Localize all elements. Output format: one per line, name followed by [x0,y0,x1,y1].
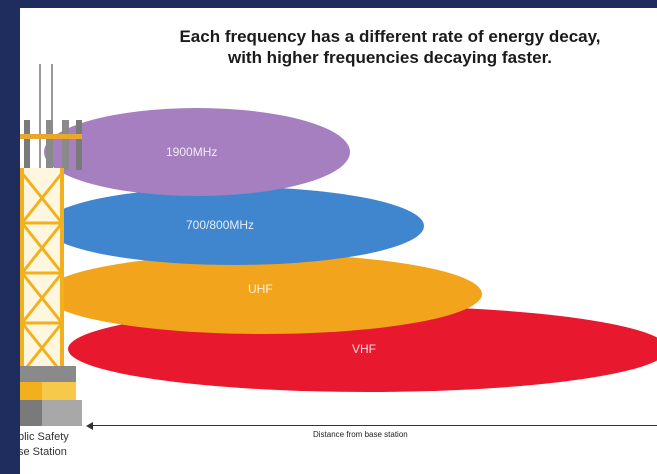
band-uhf-ellipse: UHF [44,254,482,334]
band-1900-label: 1900MHz [166,145,218,159]
tower-brace [20,172,64,224]
base-block [42,382,76,400]
band-700-800-ellipse: 700/800MHz [44,187,424,265]
band-1900-ellipse: 1900MHz [44,108,350,196]
base-station-tower [20,64,82,426]
distance-axis-line [90,425,657,426]
band-700-800-label: 700/800MHz [186,218,255,232]
antenna-panel [62,120,69,170]
distance-arrow-head [86,422,93,430]
base-block [20,366,76,382]
base-station-label-line-2: se Station [20,446,67,458]
antenna-panel [76,120,82,170]
base-station-label-line-1: blic Safety [20,431,69,443]
frame-border-top [0,0,657,8]
title-line-1: Each frequency has a different rate of e… [179,27,601,46]
tower-body [20,168,64,373]
distance-axis-label: Distance from base station [313,430,408,439]
base-block [42,400,82,426]
band-uhf-label: UHF [248,282,273,296]
tower-brace [20,272,64,324]
antenna-panel [46,120,53,170]
tower-brace [20,222,64,274]
diagram-panel: Each frequency has a different rate of e… [20,8,657,474]
base-block [20,382,42,400]
tower-brace [20,322,64,374]
antenna-panel [24,120,30,170]
base-station-label: blic Safety se Station [20,430,69,460]
band-vhf-label: VHF [352,342,376,356]
frame-border-left [0,0,20,474]
title-line-2: with higher frequencies decaying faster. [227,48,553,67]
antenna-ring [20,134,82,139]
base-block [20,400,42,426]
diagram-title: Each frequency has a different rate of e… [130,26,650,68]
